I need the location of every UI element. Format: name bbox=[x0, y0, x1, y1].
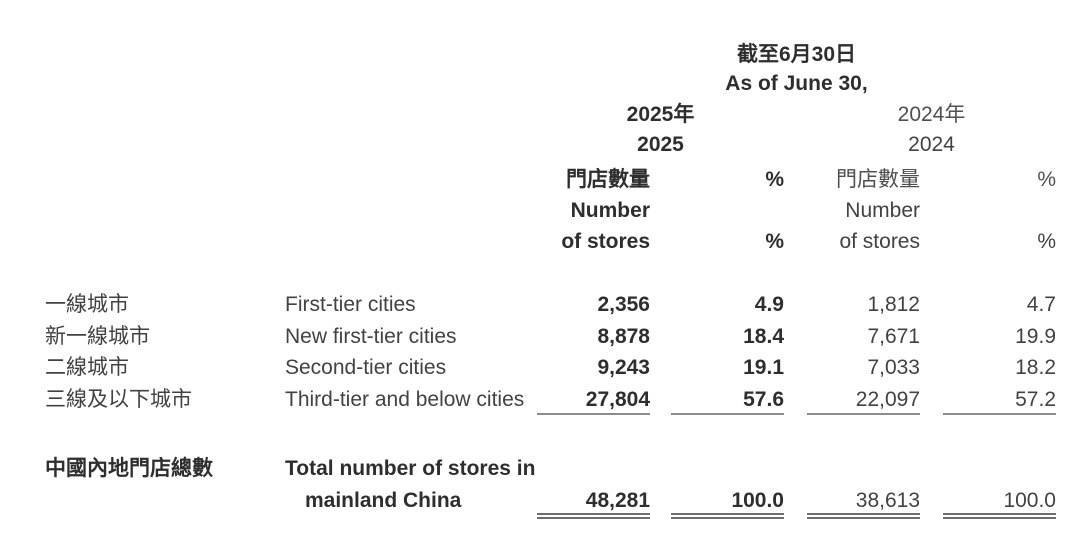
cell-2025-pct: 4.9 bbox=[754, 293, 784, 316]
cell-2024-pct: 4.7 bbox=[1026, 293, 1056, 316]
total-2024-stores: 38,613 bbox=[855, 489, 920, 512]
total-label-en-line2: mainland China bbox=[305, 489, 462, 512]
row-label-en: Second-tier cities bbox=[285, 356, 447, 379]
col-header-stores-zh-2025: 門店數量 bbox=[566, 168, 650, 191]
single-rule bbox=[671, 413, 784, 415]
col-header-of-stores-2025: of stores bbox=[561, 230, 650, 253]
row-label-zh: 一線城市 bbox=[45, 293, 129, 316]
col-header-number-2025: Number bbox=[570, 199, 650, 222]
cell-2025-stores: 2,356 bbox=[597, 293, 650, 316]
cell-2024-stores: 7,033 bbox=[867, 356, 920, 379]
col-header-stores-zh-2024: 門店數量 bbox=[836, 168, 920, 191]
double-rule bbox=[671, 513, 784, 519]
row-label-zh: 新一線城市 bbox=[45, 325, 150, 348]
cell-2025-stores: 27,804 bbox=[585, 388, 650, 411]
total-label-zh: 中國內地門店總數 bbox=[45, 457, 213, 480]
cell-2025-pct: 19.1 bbox=[743, 356, 784, 379]
double-rule bbox=[943, 513, 1056, 519]
col-header-pct2-2024: % bbox=[1037, 230, 1056, 253]
row-label-en: New first-tier cities bbox=[285, 325, 457, 348]
col-group-2024-en: 2024 bbox=[908, 133, 955, 156]
row-label-en: Third-tier and below cities bbox=[285, 388, 525, 411]
single-rule bbox=[537, 413, 650, 415]
cell-2025-pct: 18.4 bbox=[743, 325, 784, 348]
single-rule bbox=[943, 413, 1056, 415]
total-2025-pct: 100.0 bbox=[731, 489, 784, 512]
row-label-en: First-tier cities bbox=[285, 293, 416, 316]
cell-2024-stores: 22,097 bbox=[855, 388, 920, 411]
total-2025-stores: 48,281 bbox=[585, 489, 650, 512]
col-header-pct2-2025: % bbox=[765, 230, 784, 253]
col-header-pct-2025: % bbox=[765, 168, 784, 191]
total-2024-pct: 100.0 bbox=[1003, 489, 1056, 512]
cell-2024-pct: 18.2 bbox=[1015, 356, 1056, 379]
table-title-zh: 截至6月30日 bbox=[736, 43, 857, 66]
total-label-en-line1: Total number of stores in bbox=[285, 457, 536, 480]
cell-2025-stores: 8,878 bbox=[597, 325, 650, 348]
cell-2024-pct: 19.9 bbox=[1015, 325, 1056, 348]
single-rule bbox=[807, 413, 920, 415]
col-group-2024-zh: 2024年 bbox=[897, 103, 966, 126]
col-header-number-2024: Number bbox=[845, 199, 920, 222]
table-title-en: As of June 30, bbox=[725, 72, 868, 95]
cell-2024-pct: 57.2 bbox=[1015, 388, 1056, 411]
col-group-2025-zh: 2025年 bbox=[626, 103, 695, 126]
row-label-zh: 二線城市 bbox=[45, 356, 129, 379]
col-header-pct-2024: % bbox=[1037, 168, 1056, 191]
double-rule bbox=[807, 513, 920, 519]
cell-2025-stores: 9,243 bbox=[597, 356, 650, 379]
col-header-of-stores-2024: of stores bbox=[839, 230, 920, 253]
cell-2025-pct: 57.6 bbox=[743, 388, 784, 411]
cell-2024-stores: 7,671 bbox=[867, 325, 920, 348]
double-rule bbox=[537, 513, 650, 519]
cell-2024-stores: 1,812 bbox=[867, 293, 920, 316]
row-label-zh: 三線及以下城市 bbox=[45, 388, 192, 411]
col-group-2025-en: 2025 bbox=[637, 133, 684, 156]
